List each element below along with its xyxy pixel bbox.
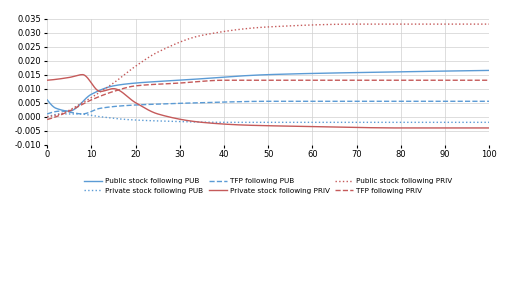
Legend: Public stock following PUB, Private stock following PUB, TFP following PUB, Priv: Public stock following PUB, Private stoc…: [81, 175, 455, 197]
TFP following PRIV: [377, 78, 383, 82]
Public stock following PUB: [305, 72, 311, 75]
Private stock following PRIV: [486, 126, 492, 130]
TFP following PUB: [44, 112, 50, 116]
Private stock following PRIV: [340, 126, 346, 129]
Public stock following PUB: [123, 82, 129, 86]
TFP following PUB: [305, 100, 311, 103]
Public stock following PRIV: [305, 23, 311, 27]
Private stock following PUB: [378, 121, 385, 124]
Line: Private stock following PUB: Private stock following PUB: [47, 114, 489, 122]
Private stock following PRIV: [245, 123, 251, 127]
TFP following PUB: [122, 104, 129, 107]
TFP following PRIV: [305, 78, 311, 82]
Public stock following PRIV: [486, 22, 492, 26]
Public stock following PUB: [66, 109, 72, 113]
TFP following PUB: [340, 100, 346, 103]
Public stock following PUB: [44, 98, 50, 102]
TFP following PRIV: [245, 78, 251, 82]
Line: Private stock following PRIV: Private stock following PRIV: [47, 75, 489, 128]
Private stock following PUB: [159, 119, 165, 123]
Private stock following PRIV: [377, 126, 383, 130]
Public stock following PUB: [377, 70, 383, 74]
Public stock following PRIV: [244, 27, 250, 30]
Public stock following PRIV: [158, 49, 164, 52]
Public stock following PUB: [340, 71, 346, 75]
Private stock following PRIV: [123, 94, 129, 97]
Private stock following PUB: [57, 112, 63, 116]
TFP following PUB: [486, 100, 492, 103]
TFP following PRIV: [340, 78, 346, 82]
Private stock following PUB: [44, 115, 50, 118]
TFP following PRIV: [122, 86, 129, 90]
Private stock following PRIV: [159, 113, 165, 117]
Public stock following PUB: [486, 69, 492, 72]
Public stock following PRIV: [122, 72, 129, 76]
Public stock following PUB: [245, 74, 251, 77]
TFP following PRIV: [486, 78, 492, 82]
TFP following PRIV: [158, 82, 164, 86]
Private stock following PUB: [306, 121, 312, 124]
Private stock following PRIV: [44, 78, 50, 82]
TFP following PUB: [265, 100, 271, 103]
TFP following PRIV: [221, 78, 227, 82]
Private stock following PRIV: [79, 73, 86, 76]
Private stock following PUB: [486, 121, 492, 124]
Private stock following PUB: [340, 121, 347, 124]
Private stock following PUB: [123, 118, 129, 121]
TFP following PRIV: [44, 118, 50, 121]
Public stock following PRIV: [377, 22, 383, 26]
Private stock following PUB: [246, 121, 252, 124]
Public stock following PRIV: [339, 22, 346, 26]
Public stock following PRIV: [44, 115, 50, 118]
Public stock following PUB: [159, 79, 165, 83]
Private stock following PRIV: [398, 126, 404, 130]
Private stock following PUB: [221, 121, 227, 124]
TFP following PUB: [377, 100, 383, 103]
Line: Public stock following PUB: Public stock following PUB: [47, 71, 489, 111]
Private stock following PRIV: [305, 125, 311, 128]
Line: TFP following PUB: TFP following PUB: [47, 101, 489, 114]
TFP following PUB: [244, 100, 250, 103]
Public stock following PRIV: [354, 22, 360, 26]
Line: TFP following PRIV: TFP following PRIV: [47, 80, 489, 120]
Line: Public stock following PRIV: Public stock following PRIV: [47, 24, 489, 117]
TFP following PUB: [158, 102, 164, 106]
